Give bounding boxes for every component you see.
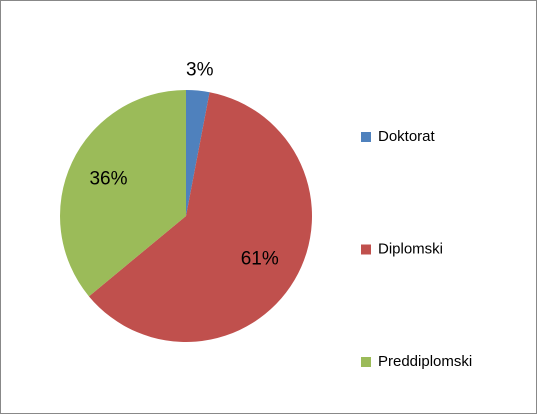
legend-swatch — [361, 244, 371, 255]
data-label: 3% — [186, 60, 214, 81]
legend-swatch — [361, 132, 371, 142]
pie-slice — [59, 90, 186, 297]
data-label: 36% — [89, 169, 127, 190]
legend-swatch — [361, 357, 371, 367]
pie-slice — [186, 90, 210, 216]
legend-label: Preddiplomski — [378, 353, 472, 370]
legend-label: Diplomski — [378, 240, 443, 257]
data-label: 61% — [241, 249, 279, 270]
pie-slice — [88, 92, 312, 342]
legend-label: Doktorat — [378, 128, 436, 145]
